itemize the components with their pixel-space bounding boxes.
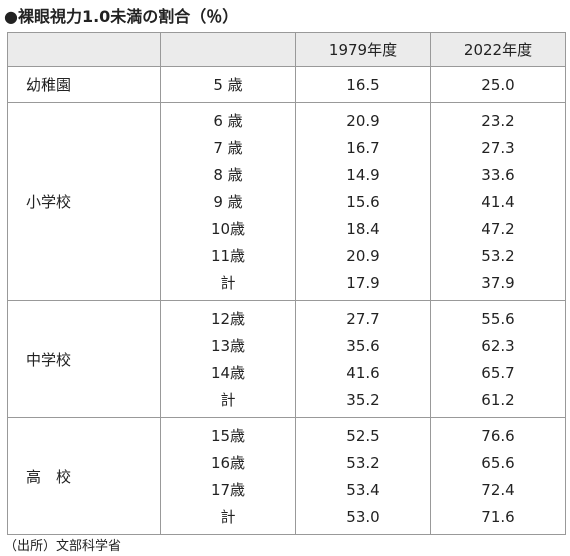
table-row: 11歳 20.9 53.2: [8, 242, 566, 269]
row-group: 中学校 12歳 27.7 55.6 13歳 35.6 62.3 14歳 41.6 65.7 計 35.…: [7, 300, 566, 418]
value-cell: 52.5: [295, 417, 431, 449]
table-row: 8 歳 14.9 33.6: [8, 161, 566, 188]
value-cell: 47.2: [430, 215, 566, 242]
value-cell: 53.2: [430, 242, 566, 269]
age-cell: 12歳: [160, 300, 296, 332]
table-row: 計 53.0 71.6: [8, 503, 566, 535]
value-cell: 53.2: [295, 449, 431, 476]
age-cell: 14歳: [160, 359, 296, 386]
table-row: 17歳 53.4 72.4: [8, 476, 566, 503]
data-table: 1979年度 2022年度 幼稚園 5 歳 16.5 25.0 小学校 6 歳 20.9 23.…: [7, 32, 566, 535]
value-cell: 72.4: [430, 476, 566, 503]
table-row: 7 歳 16.7 27.3: [8, 134, 566, 161]
value-cell: 35.2: [295, 386, 431, 418]
value-cell: 65.6: [430, 449, 566, 476]
age-cell: 10歳: [160, 215, 296, 242]
value-cell: 41.4: [430, 188, 566, 215]
value-cell: 14.9: [295, 161, 431, 188]
value-cell: 17.9: [295, 269, 431, 301]
age-cell: 計: [160, 269, 296, 301]
value-cell: 20.9: [295, 102, 431, 134]
age-cell: 5 歳: [160, 66, 296, 103]
age-cell: 6 歳: [160, 102, 296, 134]
group-label: 幼稚園: [7, 66, 161, 103]
table-row: 計 35.2 61.2: [8, 386, 566, 418]
row-group: 幼稚園 5 歳 16.5 25.0: [7, 66, 566, 103]
title: ●裸眼視力1.0未満の割合（％）: [4, 7, 239, 26]
table-row: 16歳 53.2 65.6: [8, 449, 566, 476]
header-row: 1979年度 2022年度: [7, 32, 566, 67]
value-cell: 61.2: [430, 386, 566, 418]
value-cell: 76.6: [430, 417, 566, 449]
age-cell: 計: [160, 503, 296, 535]
age-cell: 13歳: [160, 332, 296, 359]
table-row: 計 17.9 37.9: [8, 269, 566, 301]
table-row: 13歳 35.6 62.3: [8, 332, 566, 359]
value-cell: 37.9: [430, 269, 566, 301]
value-cell: 27.3: [430, 134, 566, 161]
age-cell: 11歳: [160, 242, 296, 269]
header-cell: [7, 32, 161, 67]
table-row: 小学校 6 歳 20.9 23.2: [7, 102, 566, 301]
age-cell: 15歳: [160, 417, 296, 449]
value-cell: 53.4: [295, 476, 431, 503]
age-cell: 16歳: [160, 449, 296, 476]
value-cell: 65.7: [430, 359, 566, 386]
value-cell: 18.4: [295, 215, 431, 242]
age-cell: 9 歳: [160, 188, 296, 215]
age-cell: 17歳: [160, 476, 296, 503]
value-cell: 15.6: [295, 188, 431, 215]
age-cell: 8 歳: [160, 161, 296, 188]
value-cell: 20.9: [295, 242, 431, 269]
value-cell: 23.2: [430, 102, 566, 134]
value-cell: 71.6: [430, 503, 566, 535]
column-header: 2022年度: [430, 32, 566, 67]
table-row: 10歳 18.4 47.2: [8, 215, 566, 242]
table-row: 中学校 12歳 27.7 55.6: [7, 300, 566, 418]
value-cell: 55.6: [430, 300, 566, 332]
value-cell: 16.5: [295, 66, 431, 103]
value-cell: 33.6: [430, 161, 566, 188]
table-header: 1979年度 2022年度: [7, 32, 566, 67]
table-row: 9 歳 15.6 41.4: [8, 188, 566, 215]
row-group: 高 校 15歳 52.5 76.6 16歳 53.2 65.6 17歳 53.4 72.4 計 53.…: [7, 417, 566, 535]
value-cell: 25.0: [430, 66, 566, 103]
age-cell: 7 歳: [160, 134, 296, 161]
group-label: 小学校: [7, 102, 161, 301]
value-cell: 27.7: [295, 300, 431, 332]
value-cell: 62.3: [430, 332, 566, 359]
table-row: 高 校 15歳 52.5 76.6: [7, 417, 566, 535]
age-cell: 計: [160, 386, 296, 418]
group-label: 中学校: [7, 300, 161, 418]
value-cell: 16.7: [295, 134, 431, 161]
table-row: 14歳 41.6 65.7: [8, 359, 566, 386]
column-header: 1979年度: [295, 32, 431, 67]
value-cell: 53.0: [295, 503, 431, 535]
group-label: 高 校: [7, 417, 161, 535]
value-cell: 41.6: [295, 359, 431, 386]
source-note: （出所）文部科学省: [4, 539, 122, 554]
table-row: 幼稚園 5 歳 16.5 25.0: [7, 66, 566, 103]
header-cell: [160, 32, 296, 67]
value-cell: 35.6: [295, 332, 431, 359]
